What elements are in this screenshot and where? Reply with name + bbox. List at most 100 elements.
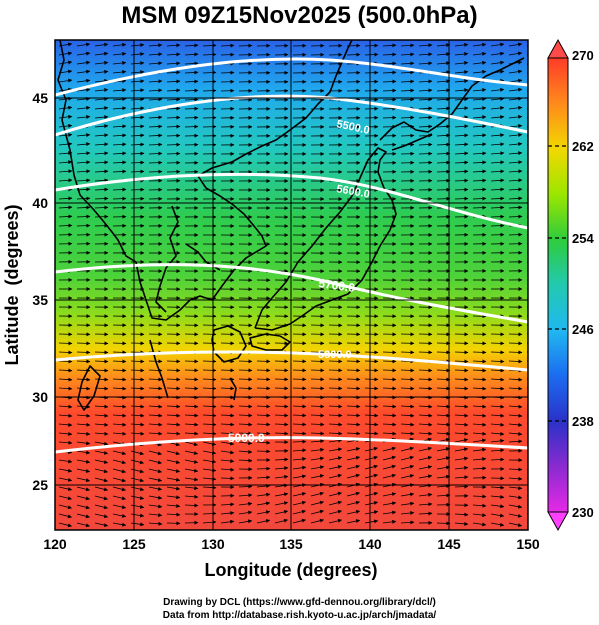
wind-arrow bbox=[166, 70, 181, 75]
wind-arrow bbox=[256, 501, 271, 506]
wind-arrow bbox=[454, 422, 469, 427]
wind-arrow bbox=[490, 386, 505, 391]
wind-arrow bbox=[472, 169, 487, 174]
wind-arrow bbox=[166, 468, 181, 473]
wind-arrow bbox=[58, 114, 73, 119]
wind-arrow bbox=[382, 464, 396, 470]
wind-arrow bbox=[400, 386, 415, 391]
wind-arrow bbox=[400, 404, 415, 409]
wind-arrow bbox=[400, 511, 415, 515]
x-tick-label: 145 bbox=[437, 536, 461, 552]
wind-arrow bbox=[202, 70, 217, 75]
wind-arrow bbox=[184, 97, 199, 102]
wind-arrow bbox=[292, 439, 307, 444]
wind-arrow bbox=[184, 368, 199, 373]
wind-arrow bbox=[382, 88, 397, 93]
wind-arrow bbox=[526, 171, 528, 173]
wind-arrow bbox=[508, 96, 523, 101]
wind-arrow bbox=[94, 196, 109, 201]
wind-arrow bbox=[220, 450, 235, 455]
wind-arrow bbox=[436, 350, 451, 355]
wind-arrow bbox=[490, 359, 505, 364]
wind-arrow bbox=[256, 519, 271, 524]
wind-arrow bbox=[508, 413, 523, 418]
wind-arrow bbox=[436, 43, 451, 48]
contour-label-5600: 5600.0 bbox=[335, 183, 370, 201]
wind-arrow bbox=[472, 88, 487, 92]
wind-arrow bbox=[310, 465, 325, 470]
wind-arrow bbox=[436, 178, 451, 183]
wind-arrow bbox=[328, 422, 343, 427]
wind-arrow bbox=[526, 243, 528, 245]
wind-arrow bbox=[94, 187, 109, 192]
wind-arrow bbox=[292, 448, 307, 453]
wind-arrow bbox=[382, 446, 396, 452]
wind-arrow bbox=[184, 477, 199, 482]
wind-arrow bbox=[490, 160, 505, 165]
wind-arrow bbox=[58, 368, 73, 373]
wind-arrow bbox=[148, 124, 163, 129]
wind-arrow bbox=[346, 422, 361, 427]
wind-arrow bbox=[490, 485, 505, 490]
wind-arrow bbox=[526, 495, 528, 497]
wind-arrow bbox=[58, 413, 73, 418]
wind-arrow bbox=[202, 476, 217, 481]
wind-arrow bbox=[94, 169, 109, 174]
wind-arrow bbox=[256, 492, 271, 497]
wind-arrow bbox=[472, 124, 487, 129]
wind-arrow bbox=[310, 404, 325, 409]
wind-arrow bbox=[508, 69, 523, 74]
wind-arrow bbox=[166, 431, 181, 436]
wind-arrow bbox=[238, 510, 253, 515]
credits: Drawing by DCL (https://www.gfd-dennou.o… bbox=[0, 596, 599, 622]
wind-arrow bbox=[436, 97, 451, 102]
wind-arrow bbox=[490, 196, 505, 201]
wind-arrow bbox=[490, 513, 505, 518]
contour-label-5700: 5700.0 bbox=[318, 276, 357, 295]
wind-arrow bbox=[130, 404, 145, 409]
wind-arrow bbox=[508, 439, 523, 444]
wind-arrow bbox=[94, 51, 109, 56]
wind-arrow bbox=[328, 359, 343, 364]
wind-arrow bbox=[472, 60, 487, 65]
wind-arrow bbox=[454, 160, 469, 165]
coastlines bbox=[57, 40, 525, 411]
wind-arrow bbox=[112, 368, 127, 373]
wind-arrow bbox=[472, 133, 487, 138]
wind-arrow bbox=[490, 431, 505, 436]
wind-arrow bbox=[58, 440, 73, 445]
wind-arrow bbox=[58, 477, 73, 482]
wind-arrow bbox=[238, 441, 253, 446]
wind-arrow bbox=[202, 404, 217, 409]
wind-arrow bbox=[508, 142, 523, 147]
wind-arrow bbox=[76, 450, 91, 455]
wind-arrow bbox=[130, 459, 144, 465]
y-tick-label: 25 bbox=[32, 477, 48, 493]
wind-arrow bbox=[436, 142, 451, 147]
wind-arrow bbox=[220, 441, 235, 446]
wind-arrow bbox=[526, 360, 528, 362]
wind-arrow bbox=[400, 520, 415, 525]
wind-arrow bbox=[184, 359, 199, 364]
wind-arrow bbox=[76, 51, 91, 56]
wind-arrow bbox=[274, 413, 289, 418]
wind-arrow bbox=[130, 79, 145, 84]
wind-arrow bbox=[112, 187, 127, 192]
wind-arrow bbox=[166, 43, 181, 48]
wind-arrow bbox=[472, 350, 487, 355]
wind-arrow bbox=[166, 97, 181, 102]
wind-arrow bbox=[454, 438, 469, 443]
x-tick-label: 150 bbox=[516, 536, 540, 552]
wind-arrow bbox=[94, 513, 109, 519]
wind-arrow bbox=[184, 106, 199, 111]
wind-arrow bbox=[526, 198, 528, 200]
wind-arrow bbox=[94, 495, 108, 501]
wind-arrow bbox=[292, 465, 307, 470]
wind-arrow bbox=[238, 458, 253, 463]
wind-arrow bbox=[76, 486, 90, 492]
wind-arrow bbox=[130, 160, 145, 165]
wind-arrow bbox=[166, 106, 181, 111]
credit-line-drawing: Drawing by DCL (https://www.gfd-dennou.o… bbox=[163, 597, 436, 608]
wind-arrow bbox=[490, 350, 505, 355]
wind-arrow bbox=[382, 97, 397, 102]
